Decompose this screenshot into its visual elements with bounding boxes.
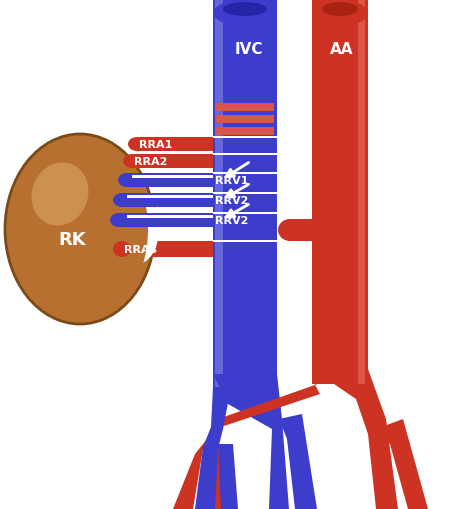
Ellipse shape [31, 163, 89, 226]
Ellipse shape [5, 135, 155, 324]
Polygon shape [122, 242, 213, 258]
Polygon shape [119, 214, 213, 228]
Ellipse shape [110, 214, 128, 228]
Polygon shape [215, 116, 274, 124]
Text: RRA1: RRA1 [139, 140, 173, 150]
Polygon shape [215, 104, 274, 112]
Text: RRA3: RRA3 [124, 244, 157, 254]
Polygon shape [215, 0, 223, 387]
Polygon shape [312, 0, 368, 384]
Ellipse shape [223, 3, 267, 17]
Polygon shape [137, 138, 213, 152]
Polygon shape [213, 154, 277, 156]
Polygon shape [290, 219, 312, 242]
Text: RRV1: RRV1 [215, 176, 248, 186]
Polygon shape [213, 192, 277, 194]
Ellipse shape [115, 194, 159, 265]
Polygon shape [376, 419, 428, 509]
Polygon shape [132, 155, 213, 168]
Text: RRA2: RRA2 [134, 157, 167, 166]
Ellipse shape [123, 155, 141, 168]
Polygon shape [173, 379, 332, 509]
Polygon shape [279, 414, 317, 509]
Ellipse shape [112, 180, 148, 279]
Ellipse shape [312, 1, 368, 27]
Polygon shape [213, 173, 277, 175]
Ellipse shape [213, 1, 277, 27]
Polygon shape [127, 195, 213, 199]
Text: RK: RK [58, 231, 86, 248]
Ellipse shape [113, 193, 131, 208]
Polygon shape [213, 0, 277, 387]
Ellipse shape [278, 219, 302, 242]
Polygon shape [213, 374, 289, 509]
Polygon shape [132, 176, 213, 179]
Polygon shape [213, 137, 277, 139]
Ellipse shape [113, 242, 131, 258]
Polygon shape [122, 193, 213, 208]
Polygon shape [213, 241, 277, 242]
Text: RRV2: RRV2 [215, 195, 248, 206]
Text: AA: AA [330, 42, 354, 58]
Ellipse shape [128, 138, 146, 152]
Polygon shape [312, 369, 398, 509]
Polygon shape [208, 444, 228, 509]
Polygon shape [127, 174, 213, 188]
Polygon shape [127, 216, 213, 218]
Ellipse shape [118, 174, 136, 188]
Polygon shape [215, 128, 274, 136]
Polygon shape [358, 0, 365, 384]
Polygon shape [195, 387, 231, 509]
Polygon shape [213, 213, 277, 215]
Text: RRV2: RRV2 [215, 216, 248, 225]
Polygon shape [218, 444, 238, 509]
Text: IVC: IVC [235, 42, 263, 58]
Ellipse shape [322, 3, 358, 17]
